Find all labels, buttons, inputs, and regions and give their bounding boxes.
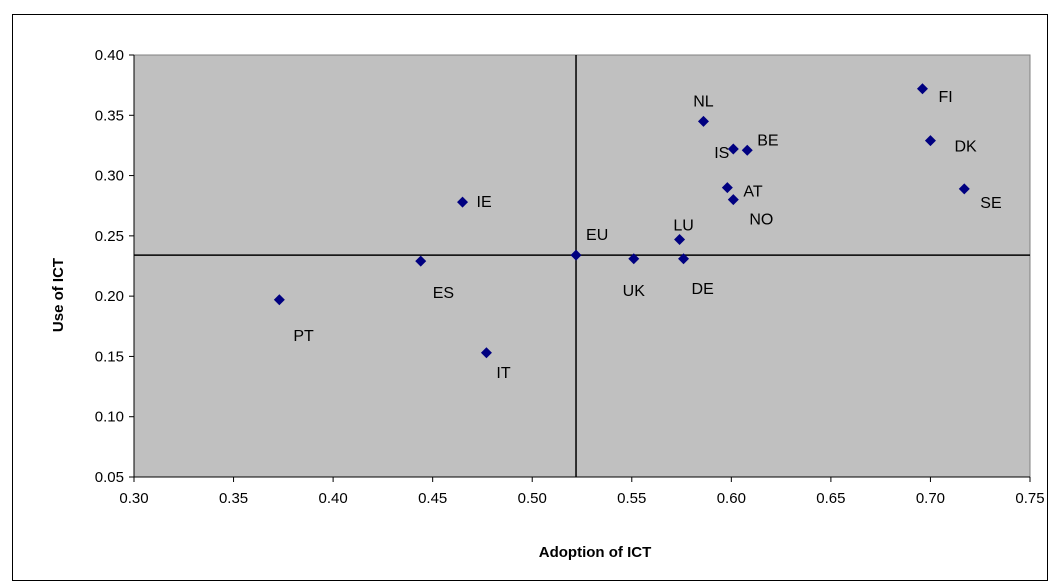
y-tick-label: 0.25	[95, 228, 124, 245]
point-label-no: NO	[749, 212, 773, 229]
data-point-es	[415, 255, 427, 267]
data-point-at	[721, 182, 733, 194]
point-label-uk: UK	[623, 283, 646, 300]
x-tick-label: 0.60	[717, 490, 746, 507]
y-axis-title: Use of ICT	[50, 258, 67, 332]
point-label-pt: PT	[293, 328, 314, 345]
point-label-at: AT	[743, 184, 762, 201]
data-point-de	[678, 253, 690, 265]
ticks-group: 0.30 0.35 0.40 0.45 0.50 0.55 0.60 0.65 0.70 0.75…	[95, 47, 1045, 507]
points-group: FI NL DK IS BE AT SE NO IE LU EU UK DE ES PT IT	[273, 83, 1002, 382]
data-point-be	[741, 144, 753, 156]
point-label-ie: IE	[477, 194, 492, 211]
x-tick-label: 0.65	[816, 490, 845, 507]
y-tick-label: 0.15	[95, 348, 124, 365]
x-tick-label: 0.50	[518, 490, 547, 507]
plot-area	[133, 54, 1031, 478]
y-tick-label: 0.35	[95, 107, 124, 124]
x-tick-label: 0.45	[418, 490, 447, 507]
data-point-uk	[628, 253, 640, 265]
data-point-dk	[924, 135, 936, 147]
point-label-dk: DK	[954, 139, 977, 156]
y-tick-label: 0.30	[95, 168, 124, 185]
x-tick-label: 0.35	[219, 490, 248, 507]
point-label-nl: NL	[693, 93, 714, 110]
x-tick-label: 0.30	[119, 490, 148, 507]
y-tick-label: 0.40	[95, 47, 124, 64]
x-axis-title: Adoption of ICT	[539, 544, 651, 561]
y-tick-label: 0.20	[95, 288, 124, 305]
point-label-eu: EU	[586, 227, 608, 244]
point-label-es: ES	[433, 285, 454, 302]
data-point-no	[727, 194, 739, 206]
point-label-lu: LU	[673, 217, 693, 234]
plot-area-group	[133, 54, 1031, 478]
data-point-is	[727, 143, 739, 155]
x-tick-label: 0.40	[319, 490, 348, 507]
x-tick-label: 0.70	[916, 490, 945, 507]
data-point-eu	[570, 249, 582, 261]
x-tick-label: 0.75	[1015, 490, 1044, 507]
data-point-lu	[674, 233, 686, 245]
y-tick-label: 0.10	[95, 409, 124, 426]
y-tick-label: 0.05	[95, 469, 124, 486]
data-point-nl	[697, 115, 709, 127]
data-point-ie	[457, 196, 469, 208]
data-point-se	[958, 183, 970, 195]
point-label-de: DE	[692, 281, 714, 298]
data-point-it	[480, 347, 492, 359]
point-label-it: IT	[496, 365, 510, 382]
point-label-fi: FI	[938, 89, 952, 106]
x-tick-label: 0.55	[617, 490, 646, 507]
point-label-is: IS	[714, 145, 729, 162]
point-label-be: BE	[757, 132, 778, 149]
data-point-fi	[916, 83, 928, 95]
data-point-pt	[273, 294, 285, 306]
point-label-se: SE	[980, 195, 1001, 212]
